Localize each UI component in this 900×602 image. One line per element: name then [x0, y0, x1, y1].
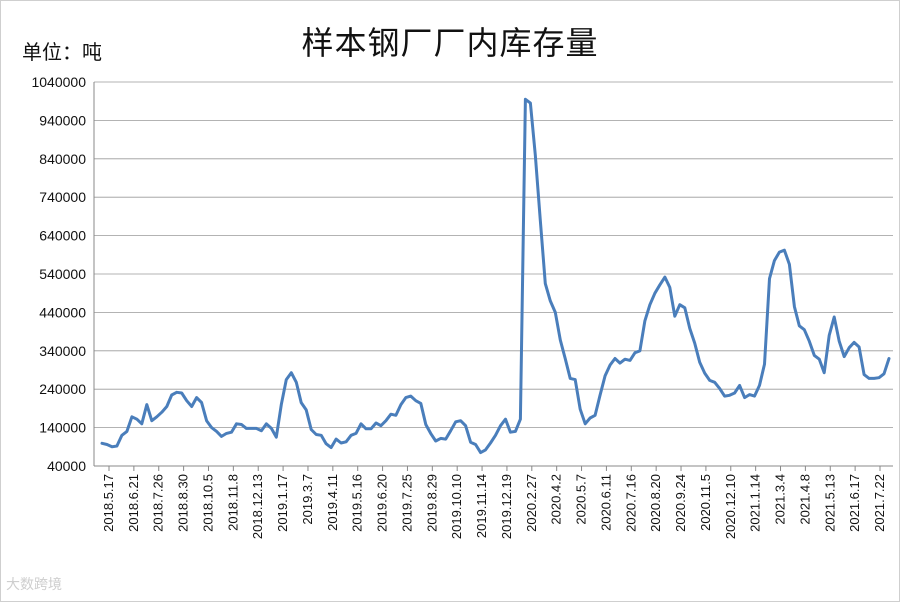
x-tick-label: 2019.12.19	[499, 474, 514, 539]
x-tick-label: 2020.11.5	[698, 474, 713, 531]
y-tick-label: 140000	[39, 420, 86, 436]
x-tick-label: 2020.9.24	[673, 474, 688, 532]
x-tick-label: 2020.12.10	[723, 474, 738, 539]
chart-title: 样本钢厂厂内库存量	[301, 24, 599, 62]
x-tick-label: 2020.5.7	[574, 474, 589, 525]
y-tick-label: 240000	[39, 381, 86, 397]
x-tick-label: 2018.7.26	[151, 474, 166, 532]
y-axis: 40000 140000 240000 340000 440000 540000 64000…	[31, 74, 95, 474]
y-tick-label: 440000	[39, 304, 86, 320]
watermark-text: 大数跨境	[6, 577, 62, 593]
x-tick-label: 2021.7.22	[872, 474, 887, 532]
x-tick-label: 2019.4.11	[325, 474, 340, 531]
y-tick-label: 340000	[39, 343, 86, 359]
y-tick-label: 40000	[47, 458, 86, 474]
x-tick-label: 2019.11.14	[474, 474, 489, 538]
x-tick-label: 2018.5.17	[101, 474, 116, 532]
series-line	[100, 97, 891, 455]
x-tick-label: 2021.5.13	[822, 474, 837, 532]
watermark-logo: 大数跨境	[6, 574, 62, 594]
x-tick-label: 2018.6.21	[126, 474, 141, 532]
x-tick-label: 2018.11.8	[225, 474, 240, 531]
x-tick-label: 2018.8.30	[176, 474, 191, 532]
y-tick-label: 940000	[39, 112, 86, 128]
x-tick-label: 2019.7.25	[399, 474, 414, 532]
x-tick-label: 2019.8.29	[424, 474, 439, 532]
series-group	[100, 97, 891, 455]
x-tick-label: 2021.3.4	[773, 474, 788, 525]
x-tick-label: 2020.6.11	[598, 474, 613, 531]
x-tick-label: 2019.10.10	[449, 474, 464, 539]
x-tick-label: 2019.1.17	[275, 474, 290, 532]
y-tick-label: 540000	[39, 266, 86, 282]
x-tick-label: 2020.2.27	[524, 474, 539, 532]
y-tick-label: 640000	[39, 228, 86, 244]
x-tick-label: 2019.6.20	[375, 474, 390, 532]
x-tick-label: 2020.4.2	[549, 474, 564, 525]
x-tick-label: 2019.3.7	[300, 474, 315, 525]
x-tick-label: 2020.8.20	[648, 474, 663, 532]
y-tick-label: 840000	[39, 151, 86, 167]
gridlines	[94, 81, 893, 467]
x-tick-label: 2021.1.14	[748, 474, 763, 532]
x-tick-label: 2021.6.17	[847, 474, 862, 532]
x-tick-label: 2018.10.5	[200, 474, 215, 532]
y-tick-label: 1040000	[31, 74, 86, 90]
unit-label: 单位：吨	[22, 40, 102, 64]
x-tick-label: 2019.5.16	[350, 474, 365, 532]
y-tick-label: 740000	[39, 189, 86, 205]
x-tick-label: 2021.4.8	[797, 474, 812, 525]
x-tick-label: 2018.12.13	[250, 474, 265, 539]
x-axis: 2018.5.17 2018.6.21 2018.7.26 2018.8.30 2018…	[101, 466, 887, 539]
x-tick-label: 2020.7.16	[623, 474, 638, 532]
